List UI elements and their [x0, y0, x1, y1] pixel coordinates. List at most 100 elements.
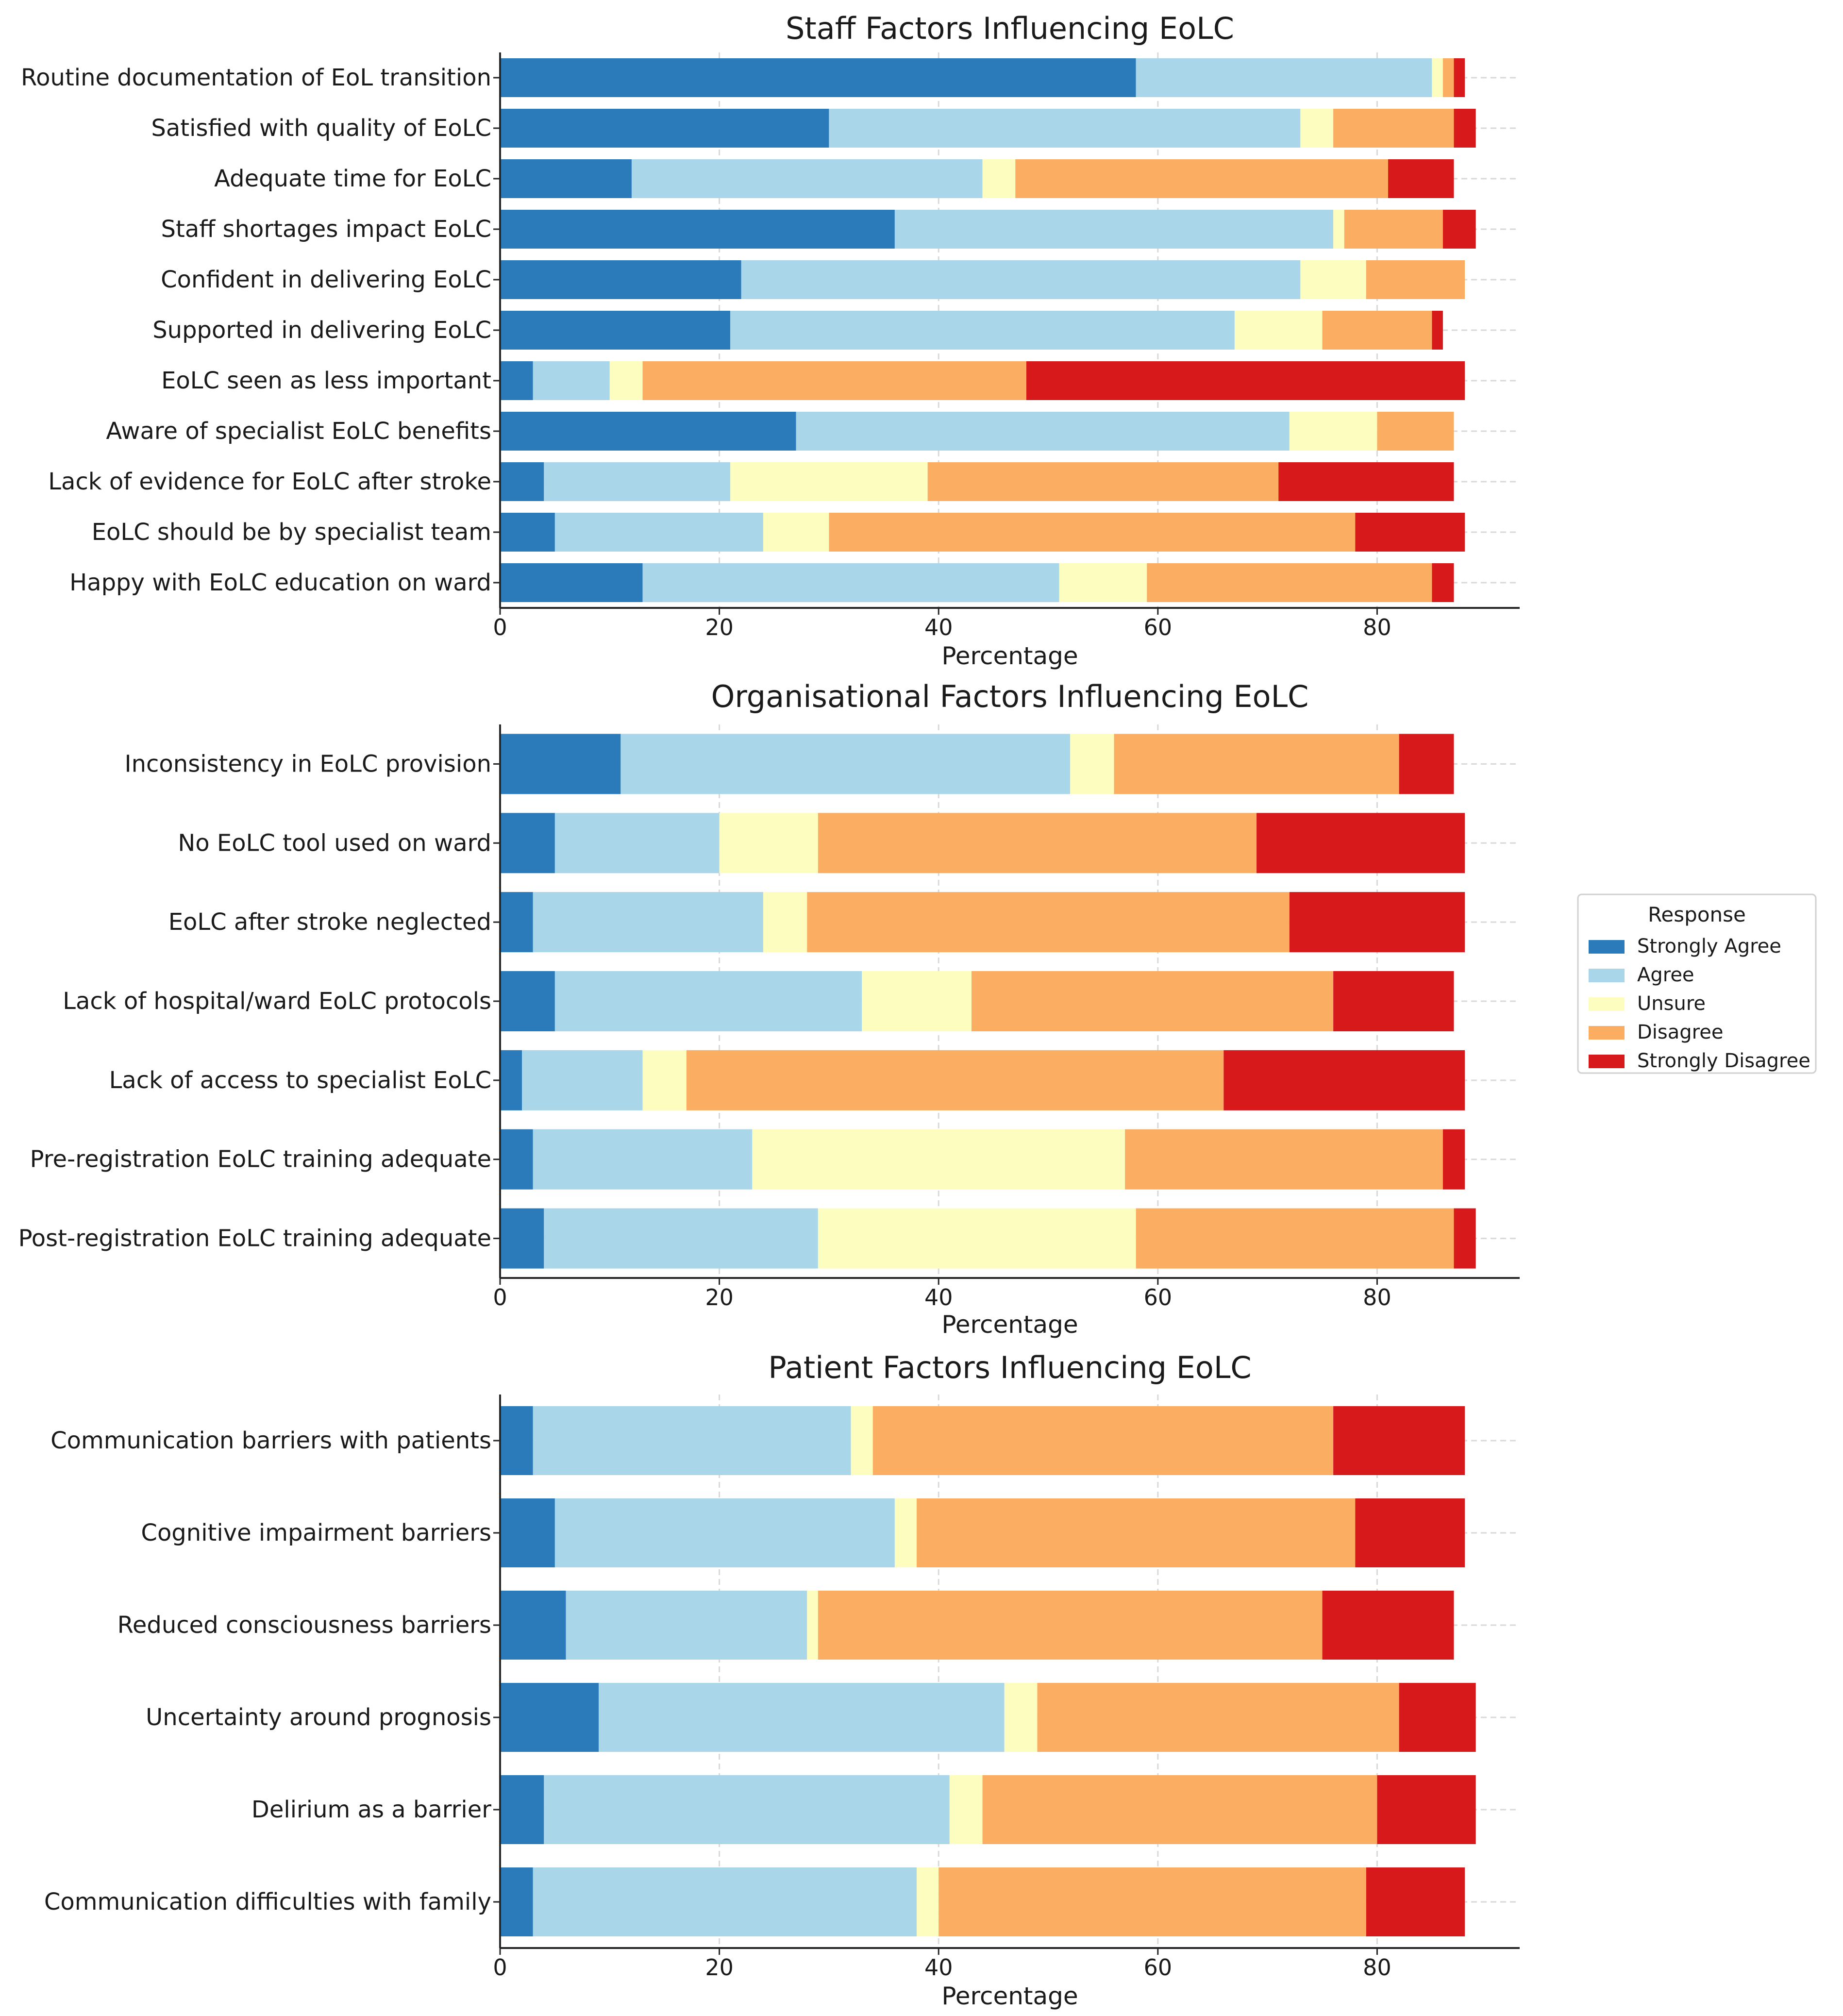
x-tick-label: 60	[1144, 1954, 1173, 1981]
x-tick-label: 80	[1363, 614, 1391, 640]
legend-label-strongly-disagree: Strongly Disagree	[1637, 1050, 1810, 1072]
bar-agree-inconsistency-in-eolc-provision	[620, 734, 1071, 794]
bar-agree-no-eolc-tool-used-on-ward	[554, 813, 720, 874]
bar-disagree-communication-barriers-with-patients	[872, 1406, 1334, 1475]
bar-strongly-disagree-staff-shortages-impact-eolc	[1442, 210, 1476, 249]
x-tick-label: 20	[705, 1954, 734, 1981]
bar-unsure-confident-in-delivering-eolc	[1300, 260, 1366, 299]
category-label: Reduced consciousness barriers	[117, 1612, 491, 1639]
bar-strongly-disagree-uncertainty-around-prognosis	[1399, 1683, 1476, 1752]
bar-strongly-agree-lack-of-access-to-specialist-eolc	[500, 1050, 522, 1110]
bar-disagree-cognitive-impairment-barriers	[917, 1498, 1356, 1567]
bar-unsure-delirium-as-a-barrier	[949, 1775, 983, 1844]
bar-agree-lack-of-evidence-for-eolc-after-stroke	[544, 462, 731, 501]
category-label: EoLC seen as less important	[161, 367, 491, 394]
bar-agree-lack-of-hospital-ward-eolc-protocols	[554, 971, 862, 1031]
legend-label-unsure: Unsure	[1637, 992, 1706, 1015]
bar-strongly-disagree-eolc-seen-as-less-important	[1026, 361, 1465, 400]
bar-agree-confident-in-delivering-eolc	[741, 260, 1301, 299]
bar-disagree-delirium-as-a-barrier	[982, 1775, 1377, 1844]
bar-agree-lack-of-access-to-specialist-eolc	[522, 1050, 643, 1110]
bar-strongly-agree-delirium-as-a-barrier	[500, 1775, 544, 1844]
bar-strongly-agree-cognitive-impairment-barriers	[500, 1498, 555, 1567]
bar-agree-satisfied-with-quality-of-eolc	[829, 109, 1301, 148]
bar-disagree-eolc-should-be-by-specialist-team	[829, 513, 1356, 552]
chart-title: Staff Factors Influencing EoLC	[786, 11, 1234, 46]
bar-strongly-disagree-lack-of-access-to-specialist-eolc	[1223, 1050, 1465, 1110]
bar-agree-staff-shortages-impact-eolc	[894, 210, 1334, 249]
bar-unsure-communication-difficulties-with-family	[917, 1867, 939, 1936]
legend-swatch-strongly-disagree	[1589, 1055, 1625, 1068]
category-label: Adequate time for EoLC	[214, 165, 491, 192]
bar-strongly-agree-routine-documentation-of-eol-transition	[500, 58, 1136, 97]
bar-agree-eolc-should-be-by-specialist-team	[554, 513, 763, 552]
bar-strongly-agree-communication-difficulties-with-family	[500, 1867, 533, 1936]
bar-agree-eolc-after-stroke-neglected	[533, 892, 763, 953]
bar-agree-routine-documentation-of-eol-transition	[1136, 58, 1432, 97]
x-axis-label: Percentage	[941, 642, 1078, 670]
bar-unsure-lack-of-evidence-for-eolc-after-stroke	[730, 462, 928, 501]
bar-strongly-agree-uncertainty-around-prognosis	[500, 1683, 599, 1752]
bar-disagree-uncertainty-around-prognosis	[1037, 1683, 1399, 1752]
bar-strongly-disagree-pre-registration-eolc-training-adequate	[1442, 1129, 1465, 1190]
category-label: Lack of hospital/ward EoLC protocols	[63, 988, 491, 1015]
bar-unsure-no-eolc-tool-used-on-ward	[719, 813, 818, 874]
bar-strongly-agree-reduced-consciousness-barriers	[500, 1591, 566, 1660]
bar-disagree-communication-difficulties-with-family	[938, 1867, 1366, 1936]
bar-agree-happy-with-eolc-education-on-ward	[642, 563, 1059, 602]
bar-strongly-agree-inconsistency-in-eolc-provision	[500, 734, 621, 794]
bar-strongly-disagree-communication-difficulties-with-family	[1366, 1867, 1465, 1936]
bar-strongly-agree-confident-in-delivering-eolc	[500, 260, 741, 299]
bar-unsure-happy-with-eolc-education-on-ward	[1059, 563, 1147, 602]
chart-panel-patient-factors-influencing-eolc: Communication barriers with patients Cogn…	[44, 1350, 1520, 2010]
category-label: Communication barriers with patients	[50, 1427, 491, 1454]
category-label: EoLC should be by specialist team	[92, 519, 491, 546]
bar-unsure-supported-in-delivering-eolc	[1234, 311, 1323, 350]
legend-swatch-disagree	[1589, 1026, 1625, 1040]
bar-strongly-disagree-inconsistency-in-eolc-provision	[1399, 734, 1454, 794]
bar-strongly-agree-post-registration-eolc-training-adequate	[500, 1208, 544, 1269]
category-label: Confident in delivering EoLC	[161, 266, 491, 293]
bar-disagree-no-eolc-tool-used-on-ward	[818, 813, 1257, 874]
bar-strongly-disagree-happy-with-eolc-education-on-ward	[1432, 563, 1454, 602]
bar-unsure-eolc-after-stroke-neglected	[763, 892, 807, 953]
category-label: Staff shortages impact EoLC	[161, 216, 491, 243]
chart-panel-staff-factors-influencing-eolc: Routine documentation of EoL transition S…	[21, 11, 1520, 670]
category-label: EoLC after stroke neglected	[168, 908, 491, 936]
bar-unsure-lack-of-hospital-ward-eolc-protocols	[862, 971, 972, 1031]
chart-panel-organisational-factors-influencing-eolc: Inconsistency in EoLC provision No EoLC t…	[18, 679, 1520, 1339]
bar-unsure-reduced-consciousness-barriers	[807, 1591, 818, 1660]
category-label: No EoLC tool used on ward	[178, 829, 491, 857]
legend-title: Response	[1648, 903, 1746, 926]
bar-agree-delirium-as-a-barrier	[544, 1775, 950, 1844]
bar-strongly-agree-aware-of-specialist-eolc-benefits	[500, 412, 796, 451]
bar-unsure-communication-barriers-with-patients	[851, 1406, 873, 1475]
bar-strongly-agree-eolc-after-stroke-neglected	[500, 892, 533, 953]
bar-strongly-agree-pre-registration-eolc-training-adequate	[500, 1129, 533, 1190]
x-tick-label: 80	[1363, 1284, 1391, 1310]
bar-unsure-eolc-seen-as-less-important	[609, 361, 643, 400]
category-label: Inconsistency in EoLC provision	[124, 750, 491, 777]
bar-strongly-disagree-no-eolc-tool-used-on-ward	[1257, 813, 1465, 874]
bar-unsure-satisfied-with-quality-of-eolc	[1300, 109, 1334, 148]
bar-strongly-disagree-lack-of-hospital-ward-eolc-protocols	[1333, 971, 1454, 1031]
bar-disagree-lack-of-access-to-specialist-eolc	[686, 1050, 1224, 1110]
legend-swatch-unsure	[1589, 997, 1625, 1011]
bar-agree-aware-of-specialist-eolc-benefits	[796, 412, 1290, 451]
legend-label-disagree: Disagree	[1637, 1021, 1723, 1043]
bar-strongly-disagree-supported-in-delivering-eolc	[1432, 311, 1443, 350]
bar-unsure-inconsistency-in-eolc-provision	[1070, 734, 1114, 794]
bar-unsure-uncertainty-around-prognosis	[1004, 1683, 1038, 1752]
bar-disagree-inconsistency-in-eolc-provision	[1114, 734, 1399, 794]
bar-strongly-disagree-reduced-consciousness-barriers	[1322, 1591, 1454, 1660]
bar-strongly-agree-happy-with-eolc-education-on-ward	[500, 563, 643, 602]
bar-strongly-agree-satisfied-with-quality-of-eolc	[500, 109, 829, 148]
bar-strongly-disagree-eolc-after-stroke-neglected	[1289, 892, 1465, 953]
legend-box	[1577, 893, 1817, 1074]
bar-strongly-disagree-delirium-as-a-barrier	[1377, 1775, 1476, 1844]
bar-strongly-agree-staff-shortages-impact-eolc	[500, 210, 895, 249]
x-tick-label: 40	[924, 1954, 953, 1981]
chart-title: Patient Factors Influencing EoLC	[768, 1350, 1251, 1385]
bar-agree-eolc-seen-as-less-important	[533, 361, 610, 400]
